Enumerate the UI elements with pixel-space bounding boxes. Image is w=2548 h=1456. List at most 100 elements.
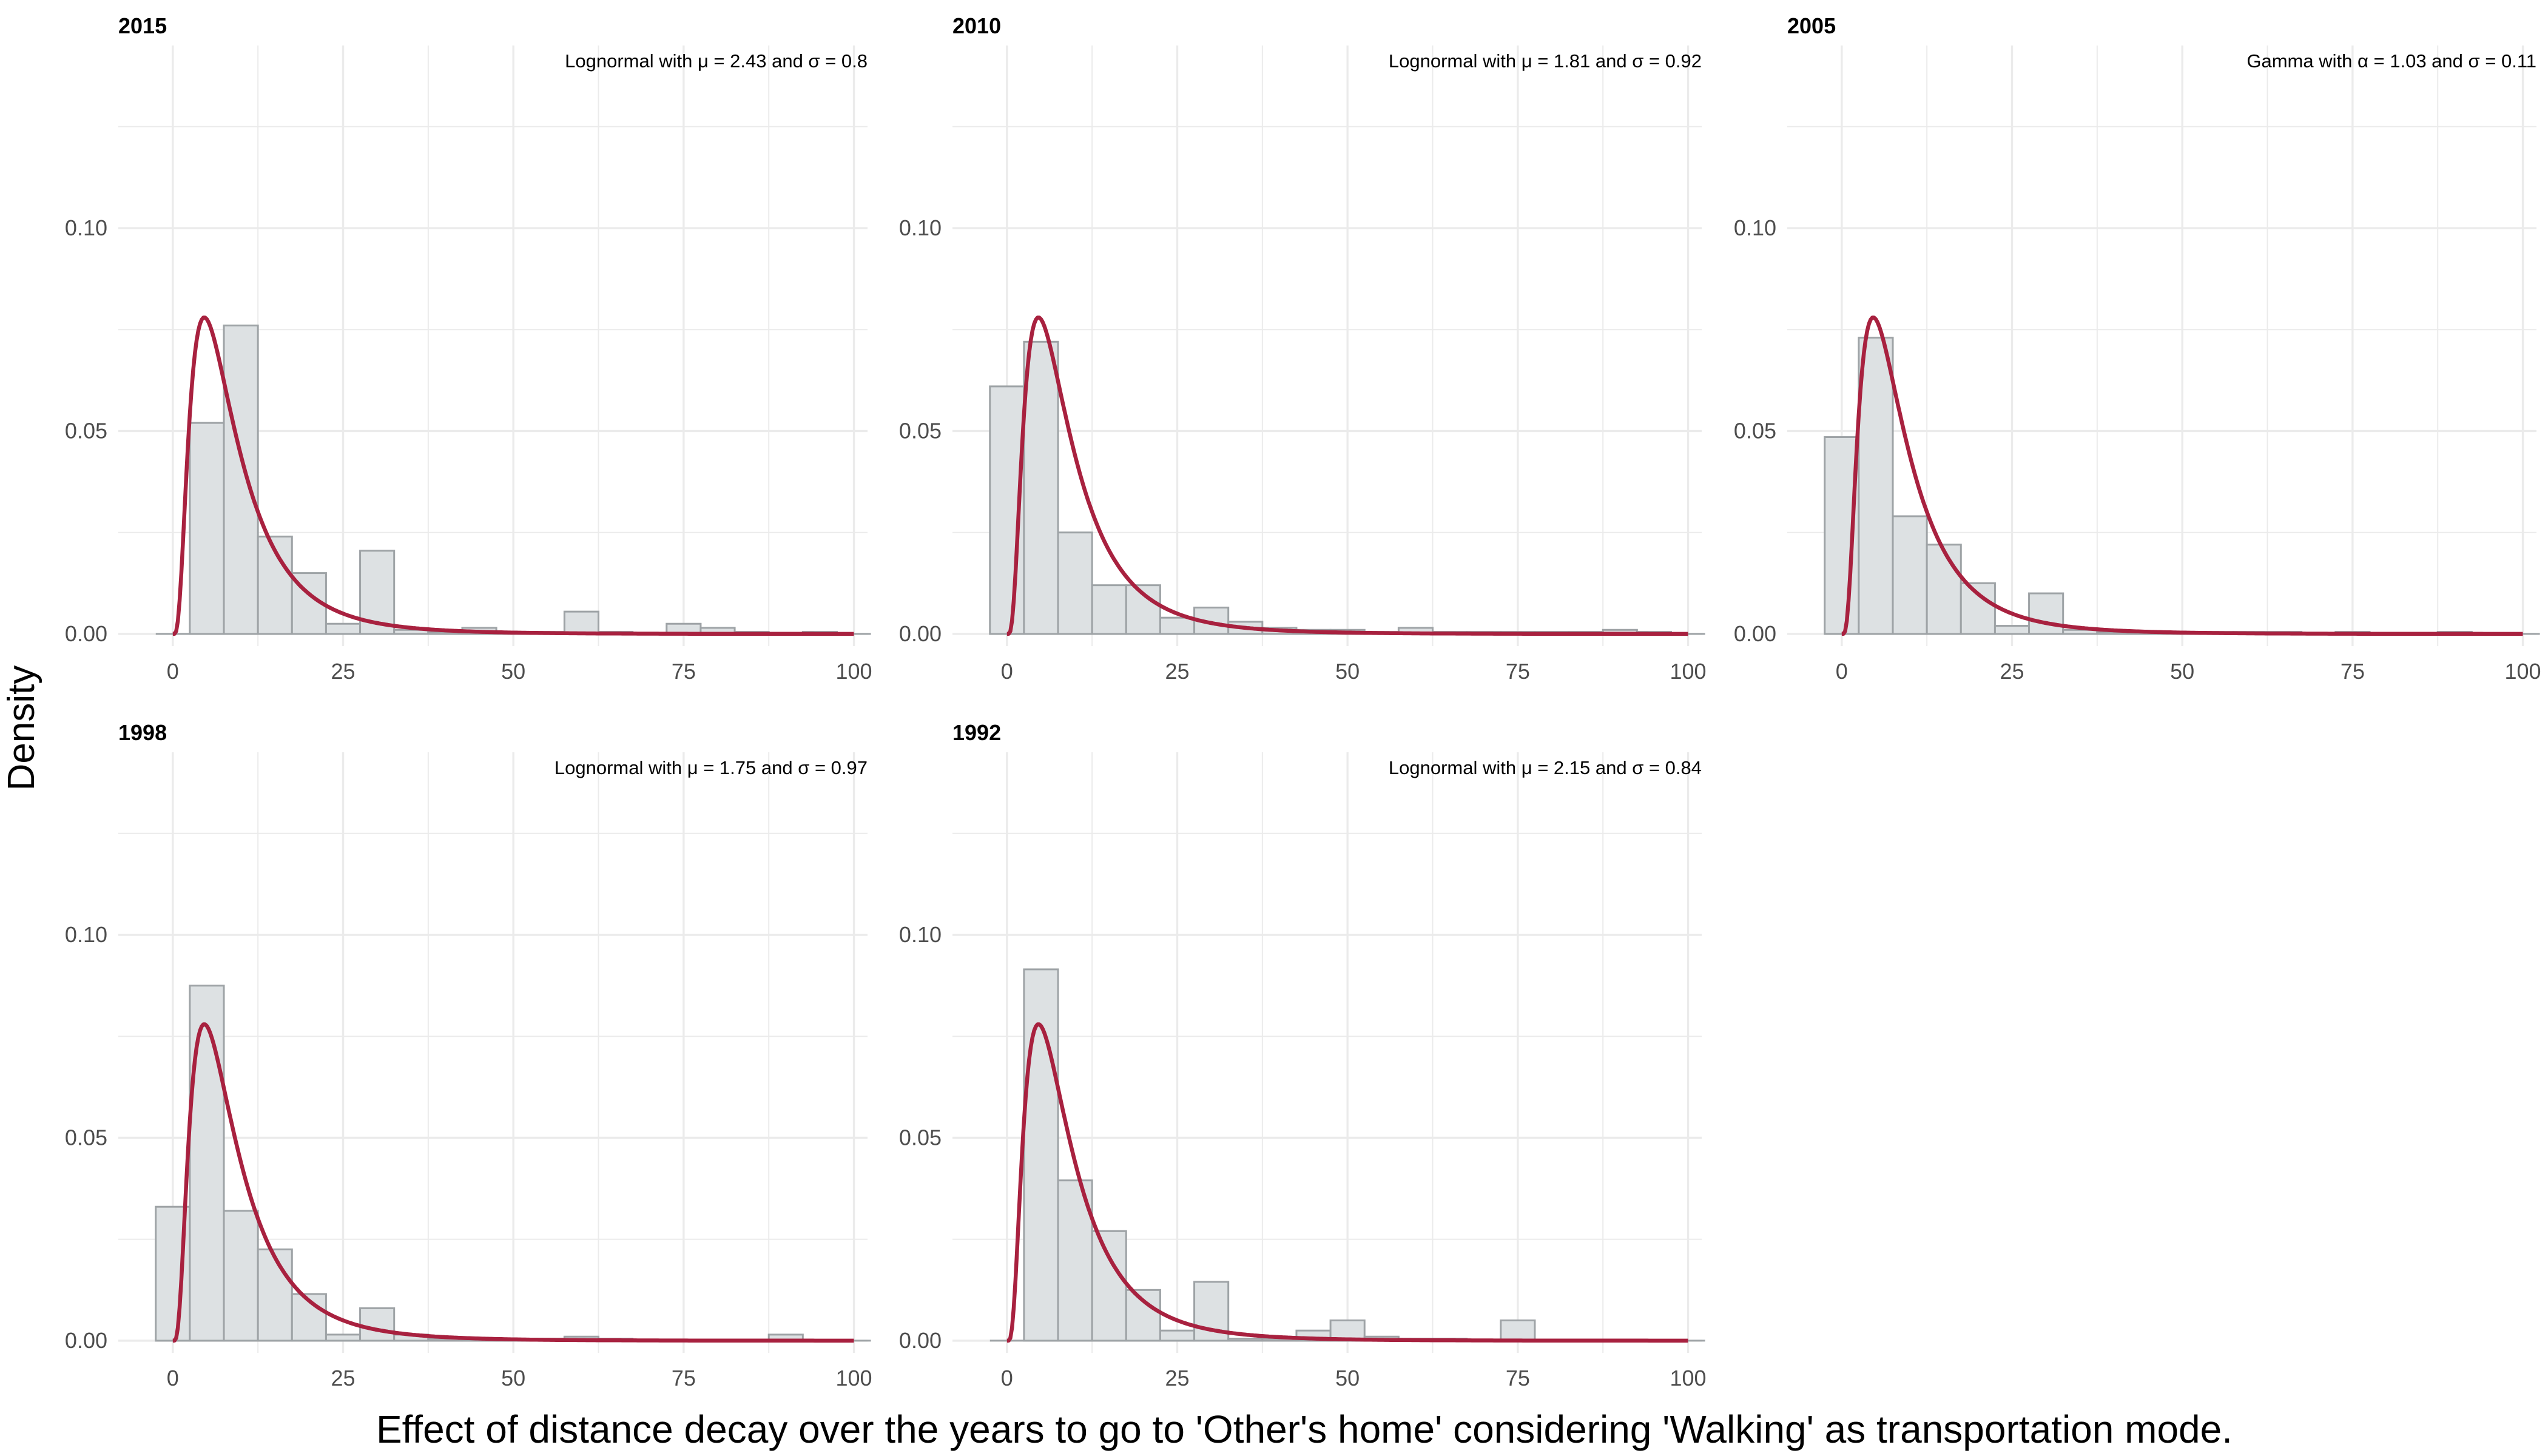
histogram-bar — [1500, 1319, 1536, 1342]
x-tick-label: 50 — [2170, 659, 2194, 684]
x-tick-label: 25 — [1165, 1366, 1189, 1390]
x-tick-label: 50 — [501, 1366, 525, 1390]
histogram-bar — [1091, 1230, 1127, 1342]
panel-title: 2010 — [952, 13, 1001, 38]
x-tick-label: 100 — [836, 1366, 872, 1390]
y-tick-label: 0.10 — [1734, 215, 1776, 240]
panel-1992: 0 25 50 75 100 0.00 0.05 0.10 1992 Lognormal with… — [899, 720, 1707, 1390]
y-tick-label: 0.05 — [899, 418, 942, 443]
y-tick-label: 0.10 — [899, 922, 942, 947]
histogram-bar — [1125, 1289, 1161, 1342]
distribution-annotation: Gamma with α = 1.03 and σ = 0.11 — [2246, 50, 2536, 72]
histogram-bar — [1159, 1329, 1196, 1342]
fitted-density-curve — [172, 315, 854, 636]
histogram-bar — [1329, 1319, 1366, 1342]
x-tick-label: 50 — [1335, 1366, 1360, 1390]
x-axis-title: Effect of distance decay over the years … — [376, 1407, 2233, 1451]
histogram-bar — [1892, 515, 1928, 635]
y-tick-label: 0.00 — [1734, 621, 1776, 646]
y-tick-label: 0.05 — [899, 1125, 942, 1150]
tick-labels: 0 25 50 75 100 0.00 0.05 0.10 — [1734, 215, 2541, 684]
histogram-bar — [223, 1210, 259, 1342]
histogram-bar — [1159, 616, 1196, 635]
panel-title: 2015 — [118, 13, 167, 38]
histogram-bar — [325, 622, 362, 635]
x-tick-label: 75 — [2341, 659, 2365, 684]
tick-labels: 0 25 50 75 100 0.00 0.05 0.10 — [65, 922, 872, 1390]
histogram-bar — [1023, 968, 1059, 1342]
x-tick-label: 100 — [1670, 659, 1707, 684]
x-tick-label: 25 — [331, 1366, 355, 1390]
fitted-density-curve — [1841, 315, 2523, 636]
y-axis-title: Density — [1, 666, 42, 791]
x-tick-label: 50 — [501, 659, 525, 684]
panel-2015: 0 25 50 75 100 0.00 0.05 0.10 2015 Lognormal with… — [65, 13, 872, 684]
histogram-bar — [1227, 1338, 1264, 1342]
histogram-bar — [189, 422, 225, 635]
histogram-bar — [1858, 337, 1894, 635]
fitted-density-curve — [1006, 315, 1688, 636]
y-tick-label: 0.05 — [65, 1125, 107, 1150]
tick-labels: 0 25 50 75 100 0.00 0.05 0.10 — [899, 922, 1707, 1390]
histogram-bars — [189, 325, 838, 635]
histogram-bar — [1091, 584, 1127, 635]
x-tick-label: 75 — [1506, 1366, 1530, 1390]
panel-2005: 0 25 50 75 100 0.00 0.05 0.10 2005 Gamma with α =… — [1734, 13, 2541, 684]
histogram-bar — [563, 610, 600, 635]
y-tick-label: 0.10 — [65, 922, 107, 947]
distribution-annotation: Lognormal with μ = 1.75 and σ = 0.97 — [554, 757, 868, 778]
panel-title: 1998 — [118, 720, 167, 745]
fitted-density-curve — [1006, 1022, 1688, 1343]
x-tick-label: 25 — [331, 659, 355, 684]
y-tick-label: 0.05 — [1734, 418, 1776, 443]
histogram-bar — [189, 985, 225, 1342]
histogram-bar — [1926, 544, 1962, 635]
distribution-annotation: Lognormal with μ = 1.81 and σ = 0.92 — [1389, 50, 1702, 72]
histogram-bar — [257, 535, 293, 635]
x-tick-label: 0 — [1001, 659, 1013, 684]
x-tick-label: 100 — [2505, 659, 2541, 684]
panel-2010: 0 25 50 75 100 0.00 0.05 0.10 2010 Lognormal with… — [899, 13, 1707, 684]
distribution-annotation: Lognormal with μ = 2.43 and σ = 0.8 — [565, 50, 868, 72]
fitted-density-curve — [172, 1022, 854, 1343]
x-tick-label: 0 — [1836, 659, 1848, 684]
histogram-bar — [223, 325, 259, 635]
histogram-bar — [1023, 340, 1059, 635]
panel-1998: 0 25 50 75 100 0.00 0.05 0.10 1998 Lognormal with… — [65, 720, 872, 1390]
x-tick-label: 100 — [836, 659, 872, 684]
y-tick-label: 0.00 — [899, 621, 942, 646]
histogram-bars — [155, 985, 804, 1342]
tick-labels: 0 25 50 75 100 0.00 0.05 0.10 — [899, 215, 1707, 684]
histogram-bar — [1960, 582, 1996, 635]
panels: 0 25 50 75 100 0.00 0.05 0.10 2015 Lognormal with… — [65, 13, 2541, 1390]
panel-title: 1992 — [952, 720, 1001, 745]
x-tick-label: 75 — [1506, 659, 1530, 684]
histogram-bar — [2028, 592, 2064, 635]
x-tick-label: 25 — [1165, 659, 1189, 684]
y-tick-label: 0.00 — [65, 1328, 107, 1353]
histogram-bar — [1057, 531, 1093, 635]
x-tick-label: 50 — [1335, 659, 1360, 684]
y-tick-label: 0.05 — [65, 418, 107, 443]
histogram-bar — [1994, 625, 2031, 635]
x-tick-label: 0 — [167, 1366, 179, 1390]
x-tick-label: 25 — [2000, 659, 2024, 684]
x-tick-label: 75 — [672, 1366, 696, 1390]
histogram-bar — [359, 1307, 396, 1342]
histogram-bar — [257, 1248, 293, 1342]
y-tick-label: 0.10 — [65, 215, 107, 240]
x-tick-label: 0 — [167, 659, 179, 684]
histogram-bars — [1824, 337, 2473, 635]
y-tick-label: 0.00 — [899, 1328, 942, 1353]
y-tick-label: 0.10 — [899, 215, 942, 240]
panel-title: 2005 — [1787, 13, 1836, 38]
y-tick-label: 0.00 — [65, 621, 107, 646]
tick-labels: 0 25 50 75 100 0.00 0.05 0.10 — [65, 215, 872, 684]
distribution-annotation: Lognormal with μ = 2.15 and σ = 0.84 — [1389, 757, 1702, 778]
histogram-bar — [325, 1333, 362, 1342]
x-tick-label: 0 — [1001, 1366, 1013, 1390]
histogram-bars — [1023, 968, 1536, 1342]
x-tick-label: 75 — [672, 659, 696, 684]
x-tick-label: 100 — [1670, 1366, 1707, 1390]
